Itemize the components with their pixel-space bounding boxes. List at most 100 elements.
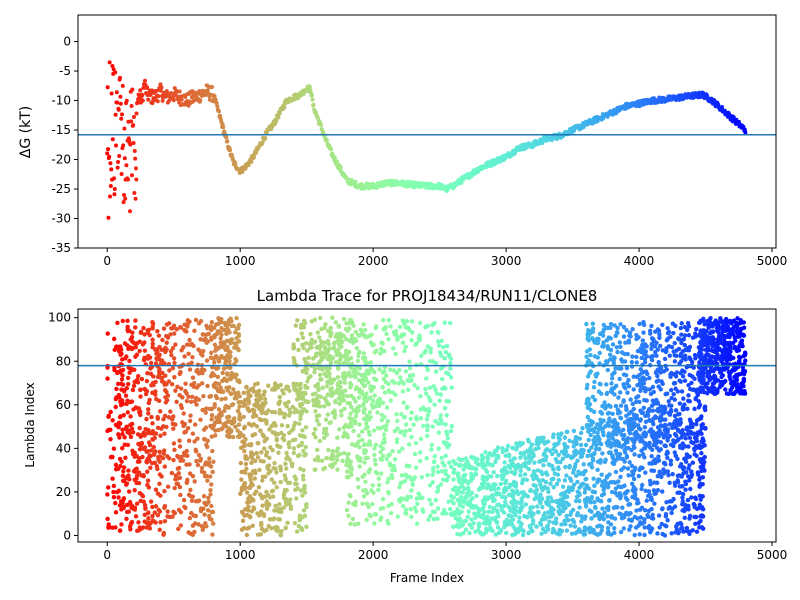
lambda-point [284, 403, 289, 409]
lambda-point [700, 514, 706, 519]
lambda-point [128, 345, 133, 350]
lambda-point [145, 449, 150, 454]
lambda-point [105, 492, 110, 497]
lambda-point [330, 315, 335, 320]
lambda-point [511, 524, 516, 529]
lambda-point [451, 500, 456, 506]
lambda-point [351, 370, 357, 375]
lambda-point [311, 397, 316, 403]
delta-g-point [124, 163, 129, 168]
lambda-point [553, 449, 559, 454]
lambda-point [526, 439, 531, 444]
lambda-point [198, 508, 204, 514]
lambda-point [369, 488, 374, 493]
lambda-point [189, 382, 194, 388]
lambda-point [320, 366, 326, 371]
lambda-point [435, 339, 441, 344]
lambda-point [340, 458, 345, 464]
lambda-point [216, 321, 221, 326]
lambda-point [282, 415, 287, 420]
lambda-point [333, 334, 339, 339]
lambda-point [205, 383, 210, 389]
lambda-point [624, 455, 630, 460]
lambda-point [278, 533, 284, 538]
lambda-point [158, 493, 163, 498]
lambda-point [345, 456, 350, 461]
lambda-point [518, 455, 523, 460]
lambda-point [418, 353, 424, 359]
lambda-point [525, 448, 530, 454]
lambda-point [546, 510, 551, 515]
lambda-point [458, 463, 463, 468]
lambda-point [302, 486, 307, 491]
lambda-point [431, 384, 436, 389]
lambda-point [650, 516, 656, 521]
lambda-point [291, 423, 297, 428]
lambda-point [260, 474, 266, 480]
lambda-point [172, 447, 177, 453]
lambda-point [178, 325, 184, 330]
lambda-point [226, 348, 231, 354]
delta-g-point [113, 70, 118, 75]
lambda-point [204, 406, 209, 411]
lambda-point [361, 377, 366, 382]
lambda-point [571, 519, 577, 525]
lambda-point [634, 508, 639, 513]
lambda-point [341, 434, 346, 439]
lambda-point [211, 521, 216, 526]
lambda-point [569, 455, 574, 460]
lambda-point [118, 499, 124, 504]
lambda-point [263, 453, 269, 458]
lambda-point [168, 409, 173, 414]
lambda-point [208, 492, 213, 497]
lambda-point [141, 325, 146, 331]
lambda-point [162, 388, 168, 393]
lambda-point [578, 529, 583, 534]
lambda-point [363, 479, 368, 484]
lambda-point [683, 479, 688, 484]
lambda-point [267, 427, 272, 432]
lambda-point [579, 519, 584, 524]
lambda-point [246, 400, 252, 406]
lambda-point [203, 332, 209, 337]
lambda-point [588, 500, 593, 505]
lambda-point [528, 505, 533, 510]
lambda-point [177, 444, 183, 449]
lambda-point [451, 495, 456, 500]
lambda-point [448, 320, 453, 326]
lambda-point [582, 532, 588, 537]
lambda-point [532, 496, 537, 502]
lambda-point [613, 469, 619, 475]
lambda-point [161, 451, 166, 456]
lambda-point [132, 379, 137, 385]
lambda-point [403, 369, 408, 374]
lambda-point [304, 399, 309, 405]
lambda-point [219, 397, 224, 402]
lambda-point [200, 407, 205, 413]
delta-g-point [131, 123, 136, 128]
lambda-point [138, 387, 143, 392]
lambda-point [450, 524, 456, 529]
lambda-point [332, 390, 338, 395]
delta-g-point [115, 165, 120, 170]
lambda-point [502, 468, 507, 473]
lambda-point [496, 530, 502, 536]
lambda-point [356, 485, 361, 490]
lambda-point [207, 516, 213, 522]
lambda-point [402, 479, 408, 484]
lambda-point [488, 474, 494, 479]
lambda-point [117, 528, 123, 533]
lambda-point [604, 475, 610, 480]
lambda-point [106, 427, 111, 433]
lambda-point [114, 386, 119, 392]
lambda-point [417, 450, 423, 455]
lambda-point [137, 490, 143, 496]
lambda-point [201, 393, 206, 399]
lambda-point [236, 326, 241, 331]
lambda-point [356, 332, 361, 338]
lambda-point [172, 510, 178, 516]
lambda-point [345, 361, 351, 366]
delta-g-point [122, 156, 127, 161]
lambda-point [159, 426, 164, 431]
lambda-point [203, 502, 209, 508]
